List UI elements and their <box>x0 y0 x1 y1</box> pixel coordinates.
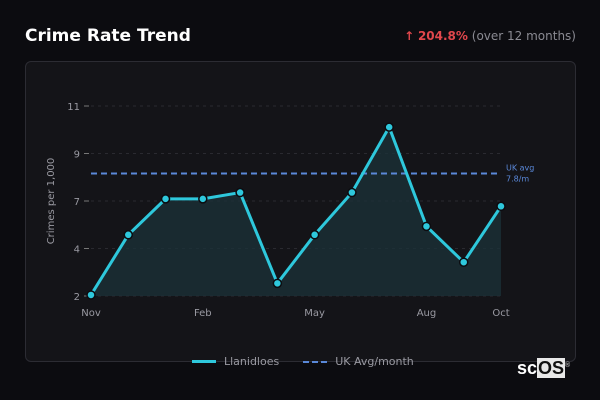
legend-swatch-dashed <box>303 360 328 363</box>
y-tick-label: 9 <box>74 150 80 161</box>
uk-avg-value-label: 7.8/m <box>506 175 529 184</box>
series-area <box>91 127 501 296</box>
legend: Llanidloes UK Avg/month <box>192 355 414 368</box>
logo-part: OS <box>537 358 566 378</box>
x-tick-label: Aug <box>417 308 437 319</box>
arrow-up-icon: ↑ <box>404 29 415 43</box>
data-point <box>347 187 357 198</box>
chart-title: Crime Rate Trend <box>25 26 191 46</box>
data-point <box>160 194 171 204</box>
scos-logo: scOS® <box>517 358 570 379</box>
data-point <box>496 201 506 212</box>
x-tick-label: Feb <box>194 308 212 319</box>
series-line <box>89 125 503 296</box>
x-tick-label: Oct <box>492 308 509 319</box>
data-point <box>235 187 245 198</box>
data-point <box>384 122 394 132</box>
data-point <box>198 194 208 204</box>
data-point <box>272 278 283 289</box>
y-axis-label: Crimes per 1,000 <box>46 158 57 245</box>
x-tick-label: Nov <box>81 308 101 319</box>
uk-avg-label: UK avg <box>506 164 534 173</box>
y-tick-label: 4 <box>74 245 80 256</box>
data-point <box>123 230 134 240</box>
change-value: 204.8% <box>417 29 468 43</box>
change-summary: ↑ 204.8% (over 12 months) <box>404 29 576 43</box>
data-point <box>309 230 320 240</box>
x-tick-label: May <box>304 308 325 319</box>
logo-mark: ® <box>565 362 571 369</box>
legend-item-series[interactable]: Llanidloes <box>192 355 279 368</box>
legend-swatch-solid <box>192 360 216 363</box>
logo-part: sc <box>517 358 538 378</box>
y-tick-label: 11 <box>67 102 80 113</box>
change-period: (over 12 months) <box>471 29 576 43</box>
data-point <box>458 257 469 267</box>
data-point <box>86 290 96 300</box>
data-point <box>421 221 432 232</box>
y-tick-label: 7 <box>74 197 80 208</box>
chart-card <box>25 61 576 362</box>
y-tick-label: 2 <box>74 292 80 303</box>
legend-item-uk-avg[interactable]: UK Avg/month <box>303 355 414 368</box>
